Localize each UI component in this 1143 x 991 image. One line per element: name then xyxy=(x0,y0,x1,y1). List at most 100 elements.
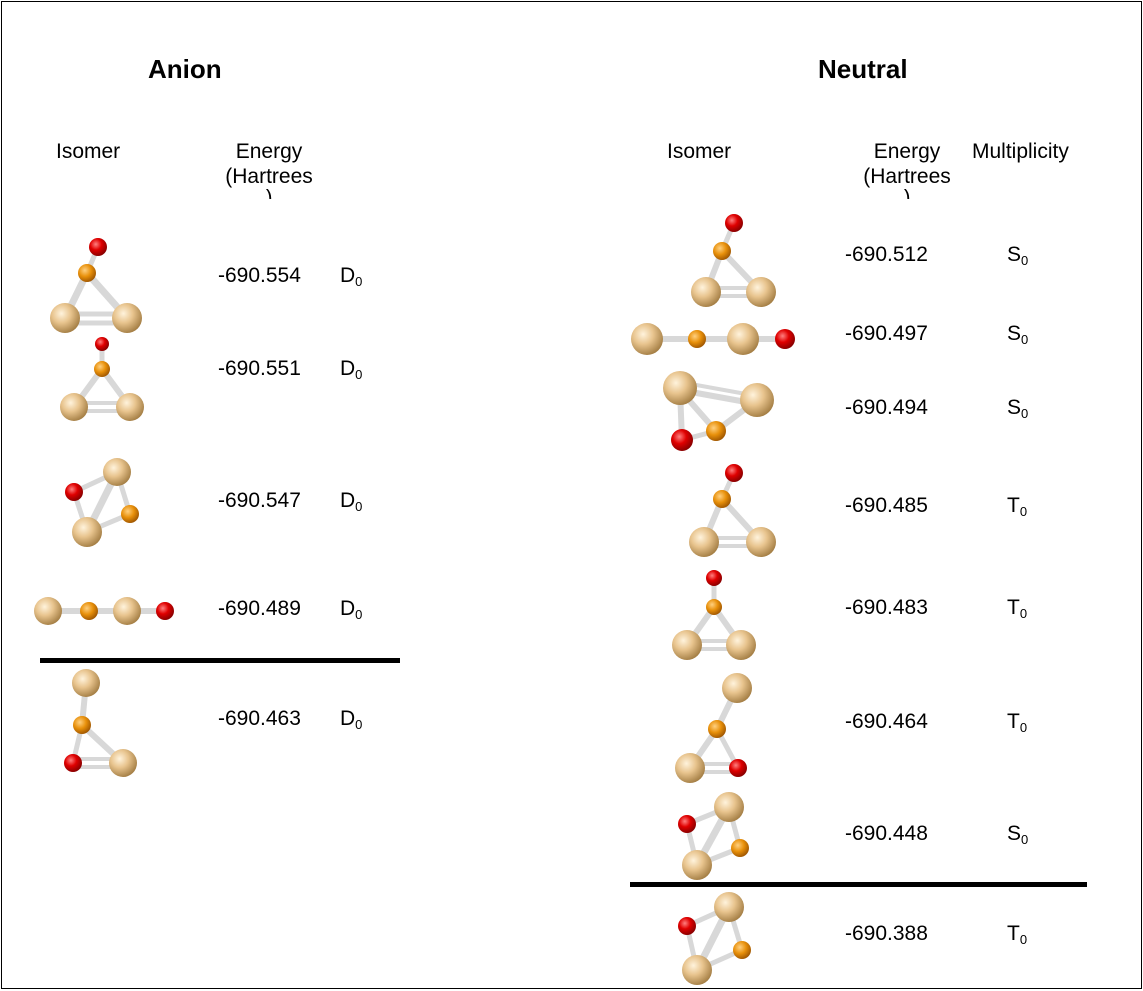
orange-atom xyxy=(706,421,726,441)
orange-atom xyxy=(73,716,91,734)
anion-isomer-header: Isomer xyxy=(56,140,121,163)
tan-atom xyxy=(726,630,756,660)
anion-multiplicity-4: D0 xyxy=(340,597,363,622)
red-atom xyxy=(725,464,743,482)
anion-energy-header: Energy (Hartrees ) xyxy=(225,140,313,199)
neutral-energy-6: -690.464 xyxy=(845,710,928,733)
tan-atom xyxy=(34,597,62,625)
orange-atom xyxy=(713,242,731,260)
tan-atom xyxy=(682,850,712,880)
anion-isomer-2-molecule xyxy=(60,337,144,421)
tan-atom xyxy=(746,527,776,557)
anion-isomer-3-molecule xyxy=(65,458,139,547)
neutral-isomer-7-molecule xyxy=(678,792,749,880)
anion-energy-5: -690.463 xyxy=(218,707,301,730)
neutral-isomer-3-molecule xyxy=(663,371,774,451)
neutral-isomer-5-molecule xyxy=(672,570,756,660)
neutral-isomer-header: Isomer xyxy=(667,140,732,163)
tan-atom xyxy=(50,303,80,333)
neutral-isomer-8-molecule xyxy=(678,892,751,985)
orange-atom xyxy=(706,599,722,615)
red-atom xyxy=(678,815,696,833)
orange-atom xyxy=(78,264,96,282)
anion-isomer-1-molecule xyxy=(50,238,142,333)
neutral-separator-line xyxy=(630,882,1087,887)
neutral-multiplicity-header: Multiplicity xyxy=(972,140,1069,163)
red-atom xyxy=(95,337,109,351)
red-atom xyxy=(65,483,83,501)
red-atom xyxy=(671,429,693,451)
neutral-isomer-6-molecule xyxy=(675,673,752,783)
anion-isomer-5-molecule xyxy=(64,669,137,777)
neutral-energy-2: -690.497 xyxy=(845,322,928,345)
anion-energy-3: -690.547 xyxy=(218,489,301,512)
tan-atom xyxy=(740,383,774,417)
neutral-isomer-2-molecule xyxy=(631,323,795,355)
anion-multiplicity-1: D0 xyxy=(340,264,363,289)
neutral-multiplicity-2: S0 xyxy=(1007,322,1029,347)
orange-atom xyxy=(688,330,706,348)
tan-atom xyxy=(727,323,759,355)
neutral-energy-8: -690.388 xyxy=(845,922,928,945)
anion-title: Anion xyxy=(148,54,222,84)
red-atom xyxy=(725,214,743,232)
anion-isomer-4-molecule xyxy=(34,597,174,625)
red-atom xyxy=(706,570,722,586)
neutral-isomer-1-molecule xyxy=(691,214,776,307)
orange-atom xyxy=(121,505,139,523)
tan-atom xyxy=(116,393,144,421)
red-atom xyxy=(64,754,82,772)
tan-atom xyxy=(714,892,744,922)
tan-atom xyxy=(103,458,131,486)
tan-atom xyxy=(691,277,721,307)
tan-atom xyxy=(109,749,137,777)
neutral-energy-3: -690.494 xyxy=(845,396,928,419)
anion-multiplicity-5: D0 xyxy=(340,707,363,732)
tan-atom xyxy=(663,371,697,405)
orange-atom xyxy=(733,941,751,959)
neutral-title: Neutral xyxy=(818,54,908,84)
red-atom xyxy=(89,238,107,256)
orange-atom xyxy=(94,361,110,377)
tan-atom xyxy=(672,630,702,660)
orange-atom xyxy=(708,720,726,738)
neutral-multiplicity-6: T0 xyxy=(1007,710,1028,735)
orange-atom xyxy=(731,839,749,857)
tan-atom xyxy=(72,669,100,697)
neutral-multiplicity-3: S0 xyxy=(1007,396,1029,421)
tan-atom xyxy=(682,955,712,985)
red-atom xyxy=(156,602,174,620)
tan-atom xyxy=(714,792,744,822)
neutral-multiplicity-8: T0 xyxy=(1007,922,1028,947)
neutral-isomer-4-molecule xyxy=(689,464,776,557)
red-atom xyxy=(775,329,795,349)
anion-energy-4: -690.489 xyxy=(218,597,301,620)
tan-atom xyxy=(72,517,102,547)
tan-atom xyxy=(112,303,142,333)
neutral-energy-1: -690.512 xyxy=(845,243,928,266)
red-atom xyxy=(678,917,696,935)
tan-atom xyxy=(746,277,776,307)
neutral-energy-header: Energy (Hartrees ) xyxy=(863,140,951,199)
orange-atom xyxy=(80,602,98,620)
neutral-multiplicity-5: T0 xyxy=(1007,596,1028,621)
tan-atom xyxy=(60,393,88,421)
neutral-multiplicity-4: T0 xyxy=(1007,494,1028,519)
tan-atom xyxy=(689,527,719,557)
orange-atom xyxy=(713,490,731,508)
neutral-energy-5: -690.483 xyxy=(845,596,928,619)
tan-atom xyxy=(722,673,752,703)
anion-multiplicity-3: D0 xyxy=(340,489,363,514)
anion-energy-1: -690.554 xyxy=(218,264,301,287)
tan-atom xyxy=(631,323,663,355)
anion-energy-2: -690.551 xyxy=(218,357,301,380)
anion-separator-line xyxy=(40,658,400,663)
tan-atom xyxy=(113,597,141,625)
red-atom xyxy=(729,759,747,777)
neutral-multiplicity-7: S0 xyxy=(1007,822,1029,847)
neutral-multiplicity-1: S0 xyxy=(1007,243,1029,268)
tan-atom xyxy=(675,753,705,783)
neutral-energy-4: -690.485 xyxy=(845,494,928,517)
